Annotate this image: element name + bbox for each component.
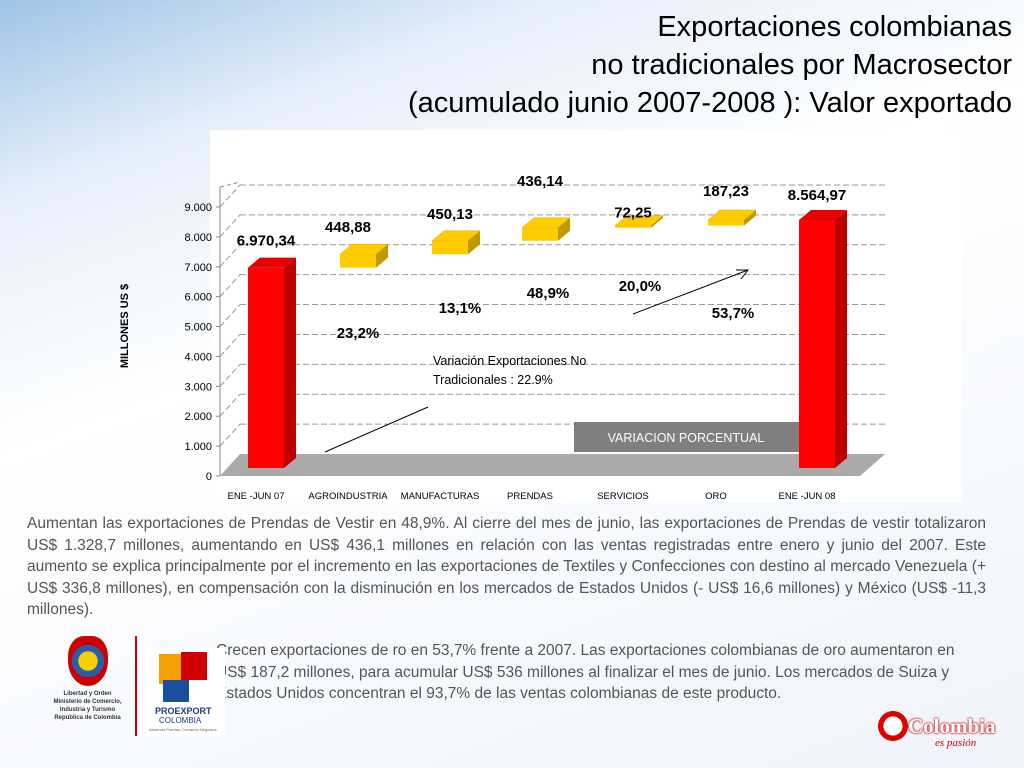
legend-box (574, 422, 799, 452)
data-label: 187,23 (703, 183, 749, 200)
bar-side (835, 210, 847, 468)
bar (799, 220, 835, 468)
data-label: 8.564,97 (788, 187, 846, 204)
proexport-text: COLOMBIA (159, 716, 202, 725)
proexport-text: Abriendo Puertas, Cerrando Negocios (149, 727, 217, 732)
brand-tagline: es pasión (935, 737, 977, 749)
logo-shape (163, 680, 189, 702)
x-tick-label: ENE -JUN 08 (778, 491, 835, 502)
x-tick-label: MANUFACTURAS (401, 491, 480, 502)
bar-side (558, 217, 570, 241)
data-label: 448,88 (325, 219, 371, 236)
bar-side (376, 244, 388, 268)
title-line: no tradicionales por Macrosector (591, 49, 1012, 81)
logo-shape (181, 652, 207, 680)
y-tick-label: 0 (206, 471, 212, 483)
bar (340, 254, 376, 268)
title-line: (acumulado junio 2007-2008 ): Valor expo… (407, 87, 1012, 119)
data-label: 6.970,34 (237, 233, 296, 250)
grid-line (219, 304, 241, 327)
arrow-line (324, 406, 429, 453)
data-label: 436,14 (517, 173, 564, 190)
proexport-logo: PROEXPORT COLOMBIA Abriendo Puertas, Cer… (145, 648, 225, 736)
y-tick-label: 4.000 (184, 351, 212, 363)
paragraph: Aumentan las exportaciones de Prendas de… (27, 515, 986, 618)
data-label: 450,13 (427, 206, 473, 223)
bar (522, 227, 558, 241)
brand-text: Colombia (908, 714, 996, 738)
annotation: Variación Exportaciones No (433, 354, 586, 368)
divider (135, 636, 137, 736)
ministry-text: Ministerio de Comercio, (53, 699, 122, 705)
y-tick-label: 7.000 (184, 262, 212, 274)
bar-side (651, 215, 663, 228)
y-tick-label: 3.000 (184, 381, 212, 393)
grid-line (219, 393, 241, 417)
x-tick-label: ORO (705, 491, 727, 502)
percent-label: 48,9% (527, 285, 570, 302)
y-tick-label: 9.000 (184, 202, 212, 214)
x-tick-label: ENE -JUN 07 (227, 491, 284, 502)
bar-side (284, 257, 296, 468)
bar (615, 225, 651, 228)
bar-top (799, 210, 847, 221)
bar-side (744, 210, 756, 226)
annotation: Tradicionales : 22.9% (433, 373, 553, 387)
percent-label: 53,7% (712, 305, 755, 322)
grid-line (219, 423, 241, 447)
x-tick-label: PRENDAS (507, 491, 553, 502)
coat-of-arms (67, 636, 108, 686)
arrow-line (632, 269, 749, 315)
legend-text: VARIACION PORCENTUAL (608, 431, 765, 445)
arrow-head (736, 269, 750, 280)
percent-label: 13,1% (439, 300, 482, 317)
bar-side (468, 230, 480, 255)
bar-top (248, 257, 296, 268)
ministry-text: Libertad y Orden (63, 691, 112, 697)
proexport-text: PROEXPORT (155, 706, 212, 716)
bar (708, 220, 744, 226)
paragraph: Crecen exportaciones de ro en 53,7% fren… (216, 642, 955, 702)
ministry-logo: Libertad y Orden Ministerio de Comercio,… (40, 636, 135, 722)
ministry-text: República de Colombia (54, 715, 121, 721)
grid-line (219, 184, 241, 208)
grid-line (219, 274, 241, 298)
percent-label: 23,2% (337, 325, 380, 342)
brand-heart (875, 706, 911, 746)
title: Exportaciones colombianas no tradicional… (408, 8, 1012, 122)
grid-line (219, 334, 241, 357)
data-label: 72,25 (614, 205, 652, 222)
ministry-text: Industria y Turismo (59, 707, 116, 713)
y-tick-label: 6.000 (184, 292, 212, 304)
x-tick-label: AGROINDUSTRIA (308, 491, 388, 502)
floor (220, 454, 885, 476)
x-tick-label: SERVICIOS (597, 491, 649, 502)
logo-shape (159, 654, 185, 684)
title-line: Exportaciones colombianas (657, 11, 1012, 43)
grid-line (219, 363, 241, 387)
y-tick-label: 2.000 (184, 411, 212, 423)
y-tick-label: 1.000 (184, 441, 212, 453)
axis-line (219, 181, 241, 188)
y-axis-label: MILLONES US $ (119, 284, 131, 368)
y-tick-label: 5.000 (184, 322, 212, 334)
bar (248, 267, 284, 468)
grid-line (219, 214, 241, 238)
grid-line (219, 244, 241, 268)
y-tick-label: 8.000 (184, 232, 212, 244)
percent-label: 20,0% (619, 278, 662, 295)
bar (432, 240, 468, 255)
